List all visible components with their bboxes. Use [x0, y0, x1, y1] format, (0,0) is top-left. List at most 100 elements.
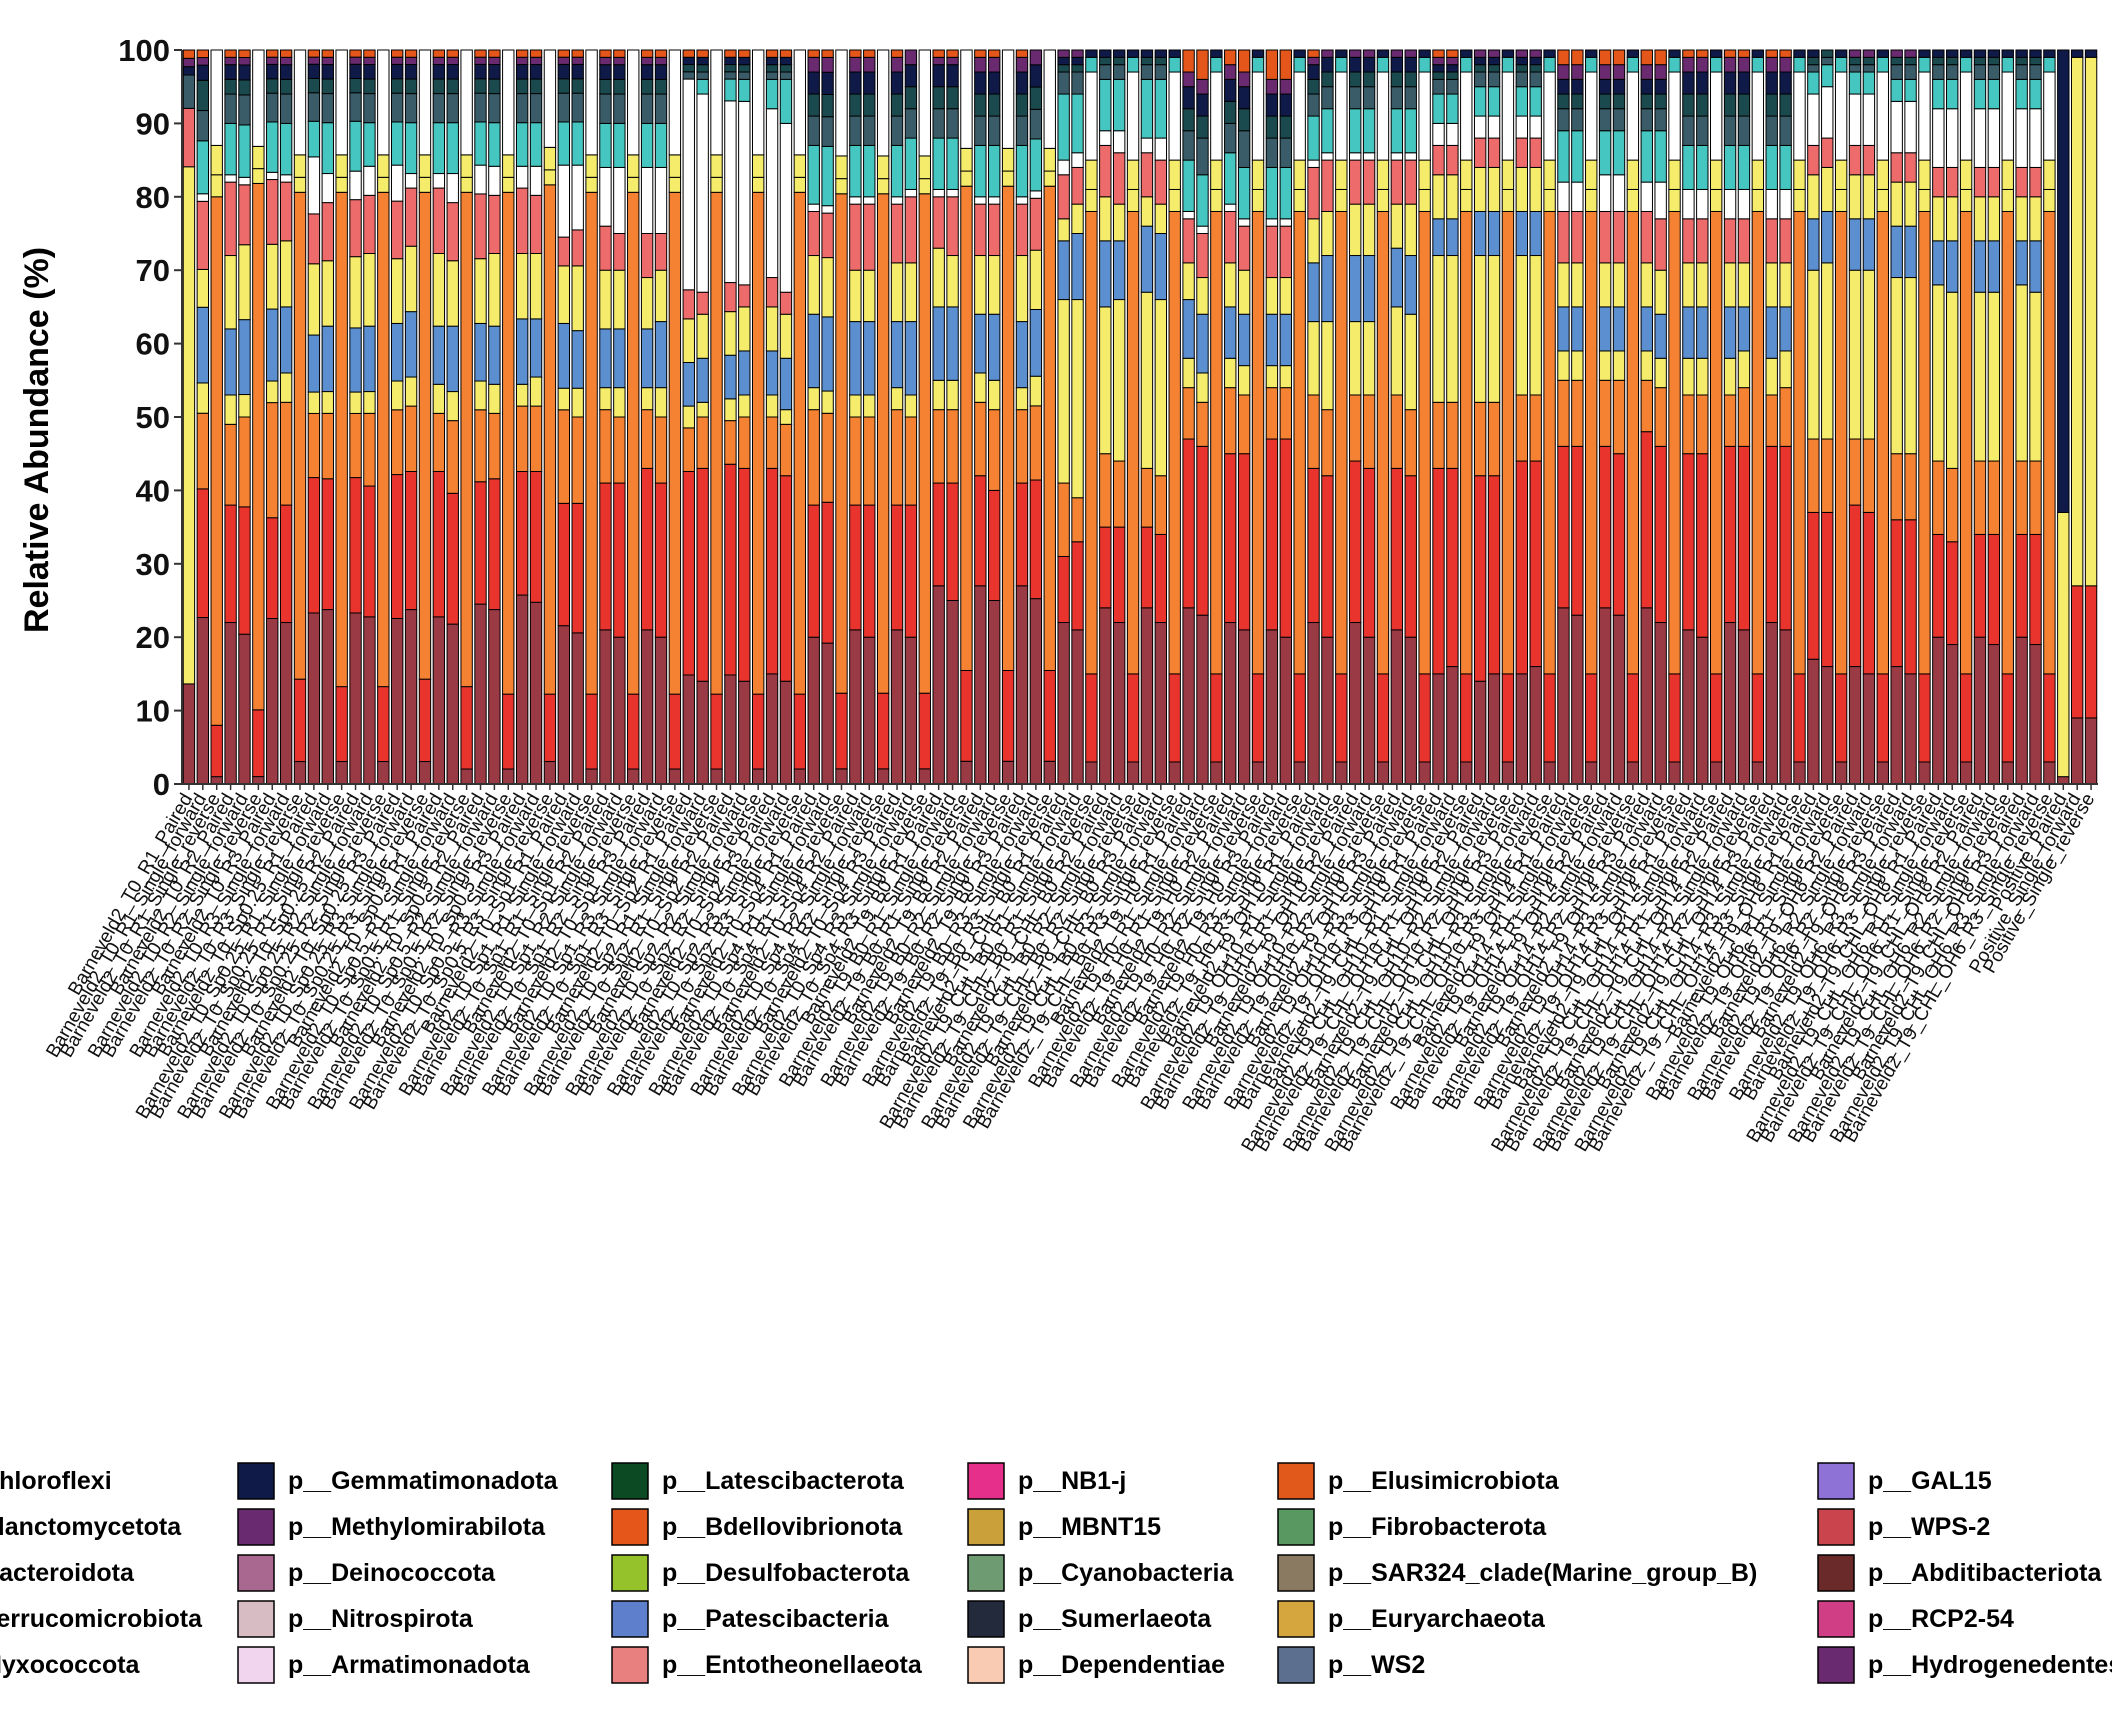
- bar-segment: [1932, 636, 1945, 785]
- bar-segment: [1571, 379, 1584, 447]
- bar-segment: [1196, 401, 1209, 447]
- bar-segment: [1182, 86, 1195, 110]
- bar-segment: [1501, 673, 1515, 763]
- bar-segment: [1112, 49, 1126, 58]
- bar-segment: [1015, 49, 1029, 58]
- legend-swatch: [1277, 1554, 1315, 1592]
- bar-segment: [1085, 159, 1098, 190]
- bar-segment: [1751, 159, 1765, 190]
- legend-swatch: [237, 1554, 275, 1592]
- bar-segment: [529, 471, 543, 603]
- bar-segment: [1154, 137, 1168, 161]
- bar-segment: [2001, 49, 2014, 58]
- bar-segment: [1959, 71, 1973, 161]
- bar-segment: [1279, 438, 1292, 638]
- bar-segment: [1737, 144, 1751, 190]
- bar-segment: [1529, 166, 1542, 212]
- bar-segment: [363, 412, 376, 487]
- bar-segment: [960, 170, 973, 187]
- bar-segment: [918, 768, 931, 785]
- bar-segment: [599, 49, 612, 58]
- bar-segment: [1987, 56, 2001, 66]
- bar-segment: [654, 56, 668, 66]
- legend-label: p__Euryarchaeota: [1328, 1605, 1546, 1633]
- bar-segment: [279, 504, 293, 624]
- bar-segment: [654, 122, 668, 168]
- bar-segment: [279, 372, 293, 403]
- bar-segment: [1182, 130, 1195, 161]
- bar-segment: [1001, 49, 1015, 149]
- bar-segment: [1640, 306, 1653, 352]
- bar-segment: [960, 49, 973, 149]
- bar-segment: [557, 63, 570, 80]
- bar-segment: [1765, 49, 1778, 58]
- bar-segment: [1557, 49, 1570, 66]
- bar-segment: [1807, 218, 1820, 271]
- bar-segment: [1251, 761, 1265, 785]
- bar-segment: [1793, 673, 1806, 763]
- bar-segment: [293, 154, 307, 178]
- bar-segment: [863, 93, 876, 117]
- bar-segment: [807, 56, 820, 73]
- bar-segment: [1973, 533, 1987, 638]
- bar-segment: [1654, 93, 1667, 110]
- bar-segment: [876, 768, 890, 785]
- bar-segment: [1543, 56, 1556, 73]
- bar-segment: [1224, 122, 1237, 154]
- bar-segment: [1501, 71, 1515, 161]
- bar-segment: [529, 318, 543, 378]
- bar-segment: [1279, 277, 1292, 315]
- bar-segment: [863, 416, 876, 506]
- bar-segment: [1293, 159, 1306, 190]
- bar-segment: [1501, 56, 1515, 73]
- legend-label: p__Armatimonadota: [288, 1651, 531, 1679]
- bar-segment: [1390, 203, 1404, 249]
- bar-segment: [1154, 159, 1168, 205]
- bar-segment: [224, 64, 237, 80]
- legend-swatch: [237, 1600, 275, 1638]
- bar-segment: [432, 49, 446, 58]
- bar-segment: [1987, 196, 2001, 242]
- bar-segment: [1640, 49, 1653, 66]
- legend-label: p__Bacteroidota: [0, 1559, 135, 1587]
- bar-segment: [266, 617, 279, 785]
- bar-segment: [1501, 188, 1515, 212]
- bar-segment: [1696, 144, 1709, 190]
- bar-segment: [2084, 49, 2098, 58]
- bar-segment: [1737, 93, 1751, 117]
- bar-segment: [849, 144, 862, 198]
- bar-segment: [1918, 673, 1931, 763]
- bar-segment: [1473, 86, 1487, 117]
- bar-segment: [293, 49, 307, 156]
- bar-segment: [1723, 357, 1737, 396]
- bar-segment: [279, 122, 293, 176]
- legend-swatch: [611, 1646, 649, 1684]
- bar-segment: [1654, 108, 1667, 132]
- bar-segment: [1612, 350, 1626, 381]
- bar-segment: [807, 144, 820, 205]
- bar-segment: [876, 178, 890, 195]
- bar-segment: [1848, 144, 1862, 176]
- bar-segment: [1140, 291, 1154, 469]
- bar-segment: [1237, 166, 1251, 220]
- bar-segment: [1335, 210, 1348, 675]
- bar-segment: [1210, 159, 1223, 190]
- bar-segment: [1487, 210, 1501, 257]
- bar-segment: [904, 64, 918, 88]
- bar-segment: [1807, 658, 1820, 785]
- bar-segment: [1585, 673, 1598, 763]
- bar-segment: [613, 49, 626, 58]
- bar-segment: [696, 680, 709, 785]
- bar-segment: [1349, 152, 1362, 161]
- bar-segment: [1904, 64, 1917, 80]
- bar-segment: [2029, 240, 2042, 293]
- bar-segment: [391, 617, 404, 785]
- bar-segment: [238, 319, 251, 396]
- bar-segment: [1307, 321, 1320, 396]
- bar-segment: [2001, 71, 2014, 161]
- bar-segment: [1473, 475, 1487, 682]
- bar-segment: [1446, 467, 1459, 668]
- bar-segment: [1973, 108, 1987, 168]
- bar-segment: [1099, 526, 1112, 609]
- bar-segment: [1224, 306, 1237, 359]
